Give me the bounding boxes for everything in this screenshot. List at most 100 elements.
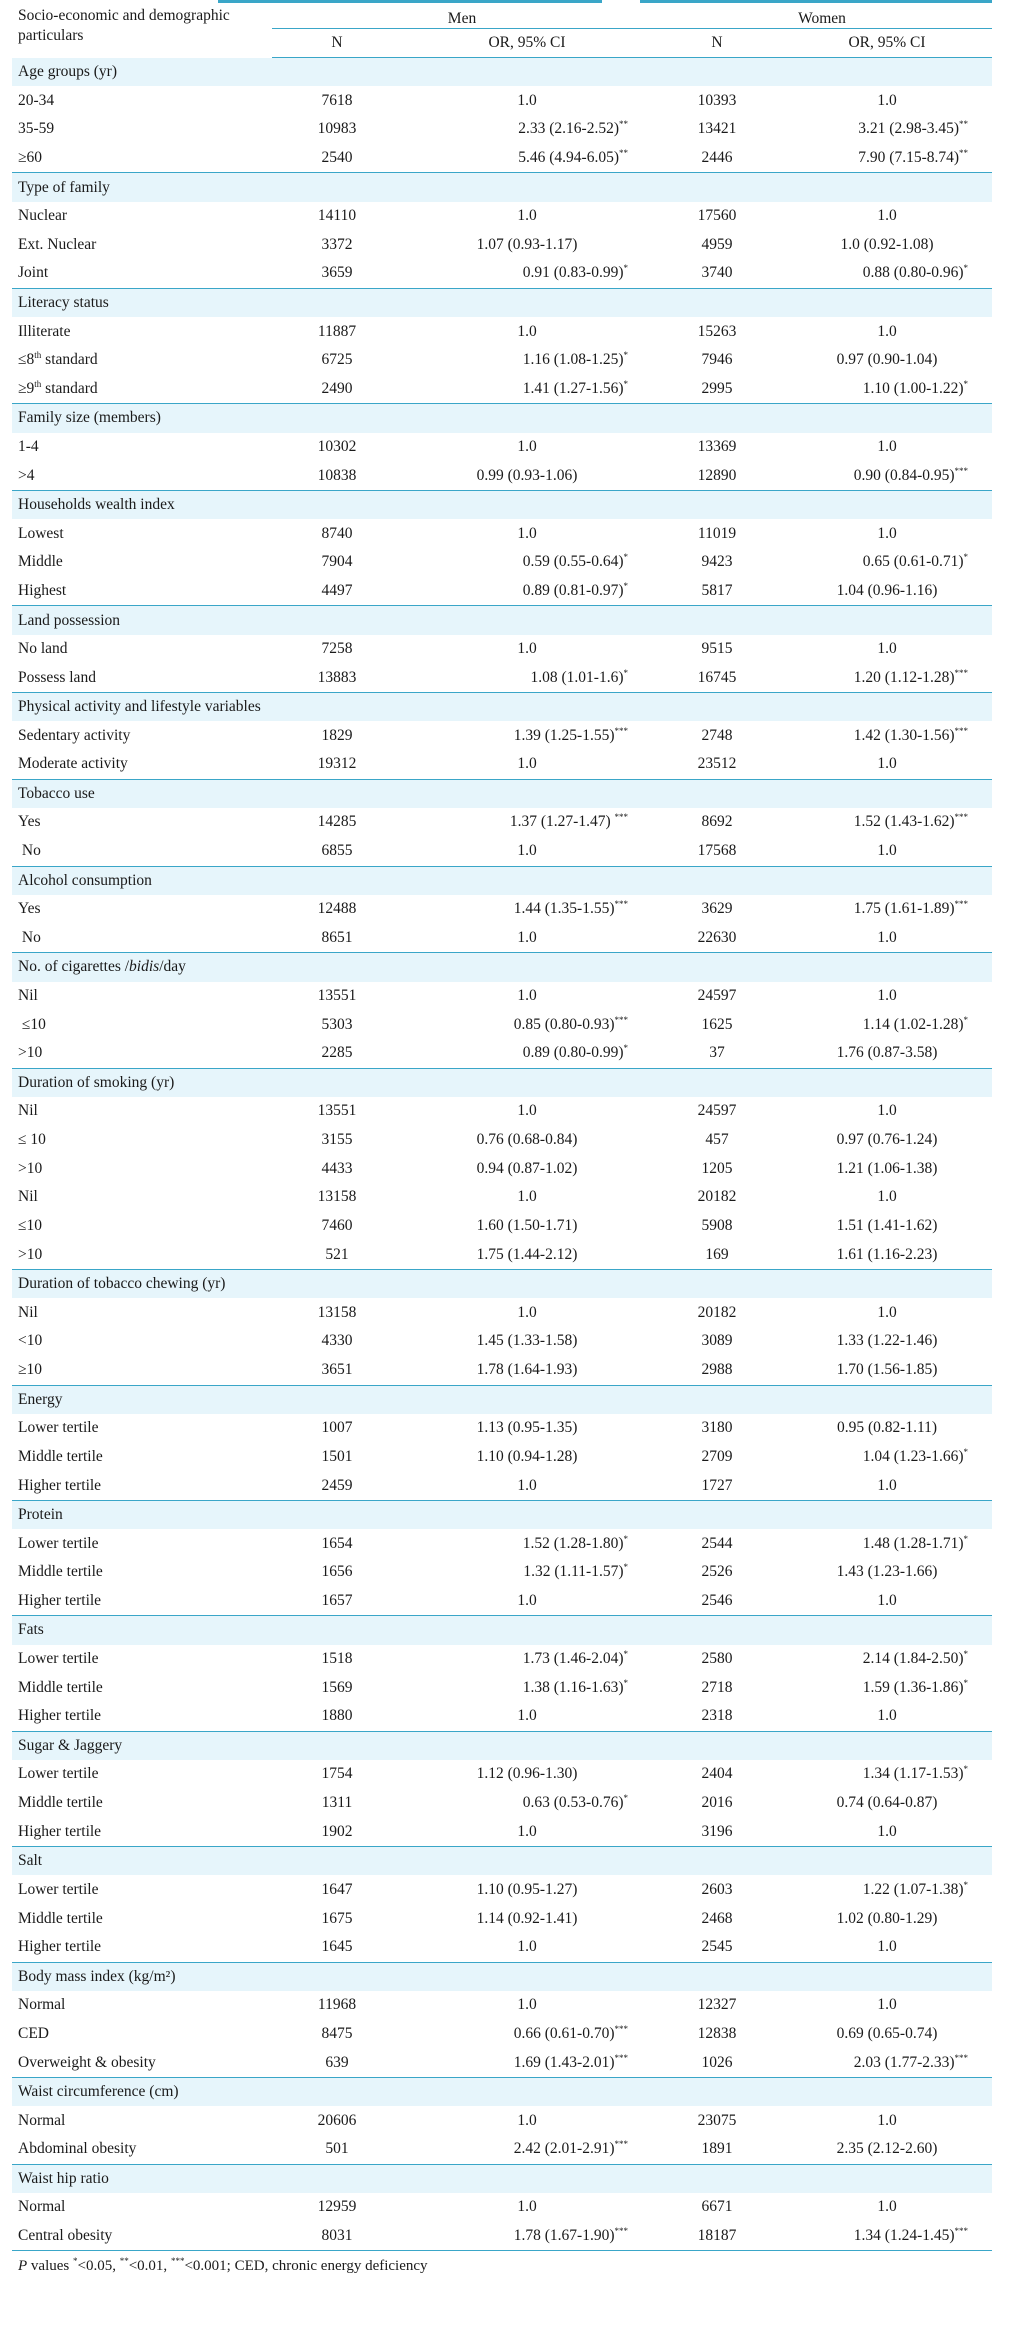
section-title-text: Protein <box>18 1506 63 1524</box>
men-or-cell: 1.44 (1.35-1.55)*** <box>402 895 652 924</box>
women-or-value: 1.43 (1.23-1.66) <box>836 1563 938 1581</box>
row-label-text: Ext. Nuclear <box>18 235 97 253</box>
men-or-cell: 0.76 (0.68-0.84) <box>402 1126 652 1155</box>
section-title-text: Age groups (yr) <box>18 63 118 81</box>
row-label-text: >10 <box>18 1044 43 1062</box>
women-or-value: 1.0 <box>877 322 897 340</box>
row-label: Higher tertile <box>12 1817 272 1848</box>
row-label: Joint <box>12 259 272 289</box>
women-or-significance: *** <box>954 667 969 678</box>
men-n-cell: 8031 <box>272 2221 402 2252</box>
men-n-cell: 7904 <box>321 553 353 571</box>
row-label-text: Middle tertile <box>18 1909 103 1927</box>
row-label: Normal <box>12 1991 272 2020</box>
row-label: Lower tertile <box>12 1875 272 1904</box>
men-n-cell: 13551 <box>317 1102 357 1120</box>
men-or-cell: 1.16 (1.08-1.25)* <box>402 346 652 375</box>
women-or-cell: 1.75 (1.61-1.89)*** <box>782 895 992 924</box>
row-label-text: ≥9 <box>18 379 35 397</box>
women-n-cell: 3740 <box>652 259 783 289</box>
women-n-cell: 15263 <box>697 322 737 340</box>
section-title-text: Alcohol consumption <box>18 871 152 889</box>
men-or-value: 1.60 (1.50-1.71) <box>476 1217 578 1235</box>
section-title-text: Energy <box>18 1390 63 1408</box>
table-row: Higher tertile 2459 1.0 1727 1.0 <box>12 1471 993 1501</box>
row-label: No land <box>12 635 272 664</box>
men-or-significance: *** <box>614 899 629 910</box>
row-label-text: Nil <box>18 1188 38 1206</box>
women-or-cell: 2.03 (1.77-2.33)*** <box>782 2048 993 2078</box>
women-or-value: 1.0 <box>877 1996 897 2014</box>
men-or-cell: 0.59 (0.55-0.64)* <box>402 548 652 577</box>
women-or-value: 2.03 (1.77-2.33) <box>853 2053 955 2071</box>
men-or-cell: 0.91 (0.83-0.99)* <box>402 259 653 289</box>
row-label: Nil <box>12 1183 272 1212</box>
women-or-cell: 1.0 <box>782 982 992 1011</box>
men-or-value: 1.0 <box>517 437 537 455</box>
row-label-text: >4 <box>18 466 35 484</box>
women-or-significance: *** <box>954 465 969 476</box>
women-or-value: 1.0 <box>877 1591 897 1609</box>
section-title: Alcohol consumption <box>12 866 993 895</box>
section-title: Literacy status <box>12 288 993 318</box>
women-or-cell: 1.0 <box>782 433 992 462</box>
women-n-cell: 24597 <box>697 986 737 1004</box>
women-or-cell: 1.0 <box>782 1932 993 1963</box>
men-or-cell: 1.0 <box>402 2193 652 2222</box>
women-n-cell: 2995 <box>652 374 783 405</box>
row-label-text: Moderate activity <box>18 755 128 773</box>
row-label: Normal <box>12 2193 272 2222</box>
row-label-text: Middle tertile <box>18 1678 103 1696</box>
row-label: Yes <box>12 808 272 837</box>
row-label: Middle tertile <box>12 1789 272 1818</box>
men-or-value: 1.0 <box>517 207 537 225</box>
row-label-text: 20-34 <box>18 91 55 109</box>
section-title-text: Households wealth index <box>18 496 175 514</box>
row-label: Lower tertile <box>12 1760 272 1789</box>
women-n-cell: 2468 <box>701 1909 733 1927</box>
women-n-cell: 37 <box>652 1038 783 1069</box>
row-label-text: 35-59 <box>18 120 55 138</box>
women-or-value: 1.70 (1.56-1.85) <box>836 1361 938 1379</box>
men-or-value: 1.07 (0.93-1.17) <box>476 235 578 253</box>
women-or-cell: 1.0 <box>782 317 992 346</box>
men-or-value: 1.75 (1.44-2.12) <box>476 1245 578 1263</box>
women-n-cell: 8692 <box>701 813 733 831</box>
women-n-cell: 2709 <box>701 1447 733 1465</box>
men-n-cell: 5303 <box>321 1015 353 1033</box>
row-label-text: Higher tertile <box>18 1591 102 1609</box>
women-n-cell: 1727 <box>652 1471 783 1501</box>
men-or-significance: *** <box>614 812 629 823</box>
footnote-p: P <box>18 2258 28 2275</box>
section-header-row: Waist circumference (cm) <box>12 2077 993 2107</box>
section-title-text: Land possession <box>18 611 121 629</box>
men-n-cell: 1880 <box>272 1702 402 1732</box>
row-label-text: Lowest <box>18 524 64 542</box>
men-n-cell: 1657 <box>272 1586 402 1617</box>
men-or-value: 1.37 (1.27-1.47) <box>509 813 615 831</box>
men-n-cell: 20606 <box>317 2111 357 2129</box>
men-or-value: 1.10 (0.95-1.27) <box>476 1880 578 1898</box>
footnote-sig-1: * <box>73 2256 78 2267</box>
women-or-cell: 1.0 <box>782 1991 992 2020</box>
men-or-cell: 1.0 <box>402 1097 652 1126</box>
men-or-value: 1.14 (0.92-1.41) <box>476 1909 578 1927</box>
women-or-value: 0.65 (0.61-0.71) <box>862 553 964 571</box>
women-or-value: 1.0 <box>877 207 897 225</box>
row-label: Sedentary activity <box>12 721 272 750</box>
women-or-cell: 0.88 (0.80-0.96)* <box>782 259 993 289</box>
men-or-value: 0.91 (0.83-0.99) <box>522 264 624 282</box>
men-or-cell: 0.89 (0.81-0.97)* <box>402 576 653 607</box>
odds-ratio-table: Socio-economic and demographic particula… <box>12 0 993 2282</box>
row-label: Nil <box>12 1298 272 1327</box>
women-or-value: 1.20 (1.12-1.28) <box>853 668 955 686</box>
table-row: >10 4433 0.94 (0.87-1.02) 1205 1.21 (1.06-1.… <box>12 1154 992 1183</box>
men-or-value: 1.0 <box>517 2198 537 2216</box>
section-header-row: Waist hip ratio <box>12 2164 993 2193</box>
table-row: ≤8th standard 6725 1.16 (1.08-1.25)* 7946 0.… <box>12 346 992 375</box>
men-or-value: 1.0 <box>517 1591 537 1609</box>
table-row: 1-4 10302 1.0 13369 1.0 <box>12 433 992 462</box>
table-row: Highest 4497 0.89 (0.81-0.97)* 5817 1.04 (0.… <box>12 576 993 607</box>
women-or-value: 1.04 (0.96-1.16) <box>836 582 938 599</box>
row-label: Lowest <box>12 519 272 548</box>
